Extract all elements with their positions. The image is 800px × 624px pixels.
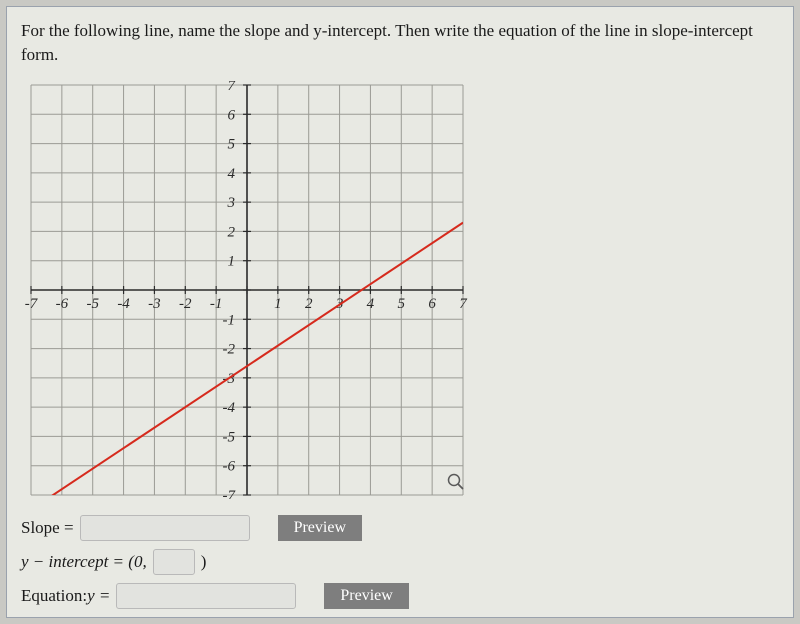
graph-area: -7-6-5-4-3-2-112345671234567-1-2-3-4-5-6…: [21, 81, 473, 499]
slope-input[interactable]: [80, 515, 250, 541]
svg-text:-2: -2: [179, 296, 192, 312]
slope-preview-button[interactable]: Preview: [278, 515, 362, 541]
svg-text:-1: -1: [210, 296, 223, 312]
question-panel: For the following line, name the slope a…: [6, 6, 794, 618]
equation-label-prefix: Equation:: [21, 586, 87, 606]
page-frame: For the following line, name the slope a…: [0, 0, 800, 624]
svg-text:6: 6: [228, 107, 236, 123]
svg-text:-1: -1: [223, 312, 236, 328]
svg-text:1: 1: [274, 296, 282, 312]
svg-text:2: 2: [228, 224, 236, 240]
equation-lhs: y =: [87, 586, 110, 606]
svg-text:-5: -5: [223, 429, 236, 445]
equation-preview-button[interactable]: Preview: [324, 583, 408, 609]
svg-text:-3: -3: [148, 296, 161, 312]
slope-row: Slope = Preview: [21, 515, 779, 541]
equation-input[interactable]: [116, 583, 296, 609]
yintercept-label-prefix: y − intercept = (0,: [21, 552, 147, 572]
svg-text:4: 4: [367, 296, 375, 312]
svg-text:-6: -6: [223, 458, 236, 474]
yintercept-label-suffix: ): [201, 552, 207, 572]
svg-text:6: 6: [428, 296, 436, 312]
svg-text:3: 3: [227, 195, 236, 211]
svg-text:-4: -4: [223, 400, 236, 416]
svg-text:7: 7: [459, 296, 468, 312]
svg-text:2: 2: [305, 296, 313, 312]
svg-text:1: 1: [228, 253, 236, 269]
svg-text:-2: -2: [223, 341, 236, 357]
svg-text:-6: -6: [56, 296, 69, 312]
yintercept-input[interactable]: [153, 549, 195, 575]
equation-row: Equation: y = Preview: [21, 583, 779, 609]
svg-text:4: 4: [228, 165, 236, 181]
yintercept-row: y − intercept = (0, ): [21, 549, 779, 575]
svg-text:-7: -7: [25, 296, 39, 312]
svg-text:-4: -4: [117, 296, 130, 312]
magnify-icon[interactable]: [447, 473, 465, 491]
slope-label: Slope =: [21, 518, 74, 538]
svg-text:5: 5: [398, 296, 406, 312]
question-text: For the following line, name the slope a…: [21, 19, 779, 67]
line-graph: -7-6-5-4-3-2-112345671234567-1-2-3-4-5-6…: [21, 81, 473, 499]
svg-text:-7: -7: [223, 488, 237, 499]
svg-text:-5: -5: [86, 296, 99, 312]
svg-text:5: 5: [228, 136, 236, 152]
svg-text:7: 7: [228, 81, 237, 94]
